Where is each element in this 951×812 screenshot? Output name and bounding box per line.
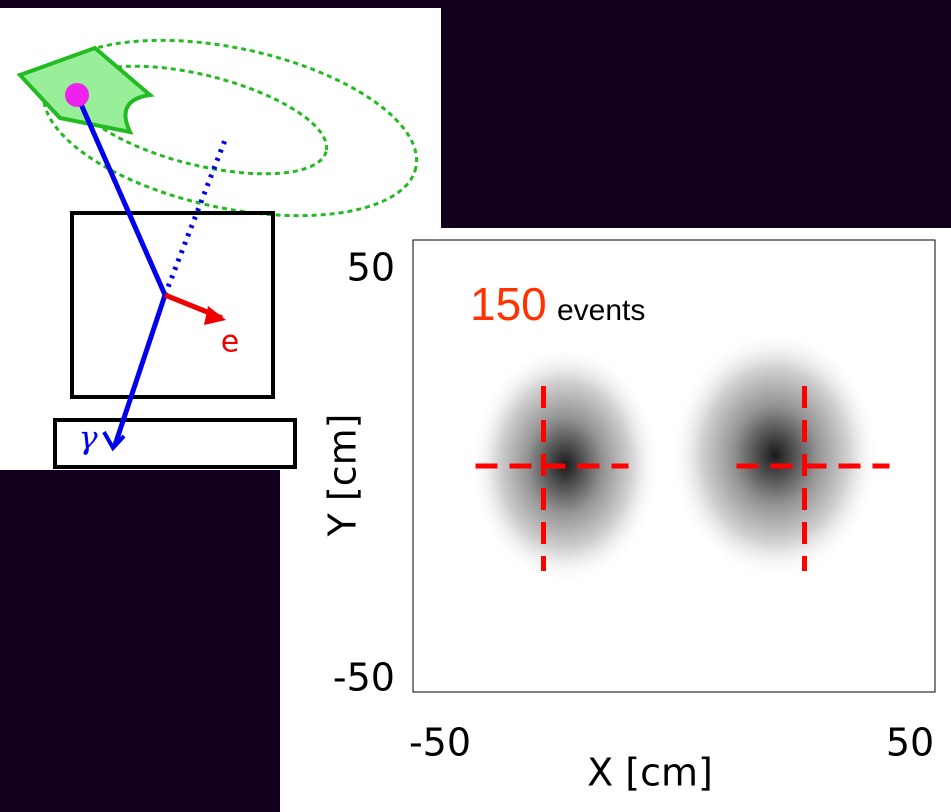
gamma-label: γ bbox=[78, 419, 98, 457]
y-axis-label: Y [cm] bbox=[321, 414, 365, 538]
electron-label: e bbox=[221, 325, 239, 360]
x-tick-label: -50 bbox=[409, 721, 471, 765]
x-tick-label: 50 bbox=[886, 721, 934, 765]
page: e γ 150 events X [cm] Y [cm] -5050-5050 … bbox=[0, 0, 951, 812]
slide: e γ 150 events X [cm] Y [cm] -50 50 -50 50 bbox=[0, 0, 951, 812]
x-axis-label: X [cm] bbox=[587, 751, 713, 795]
annotation-text: events bbox=[557, 294, 645, 327]
y-tick-label: 50 bbox=[347, 246, 395, 290]
y-tick-label: -50 bbox=[333, 656, 395, 700]
annotation-count: 150 bbox=[470, 278, 547, 330]
